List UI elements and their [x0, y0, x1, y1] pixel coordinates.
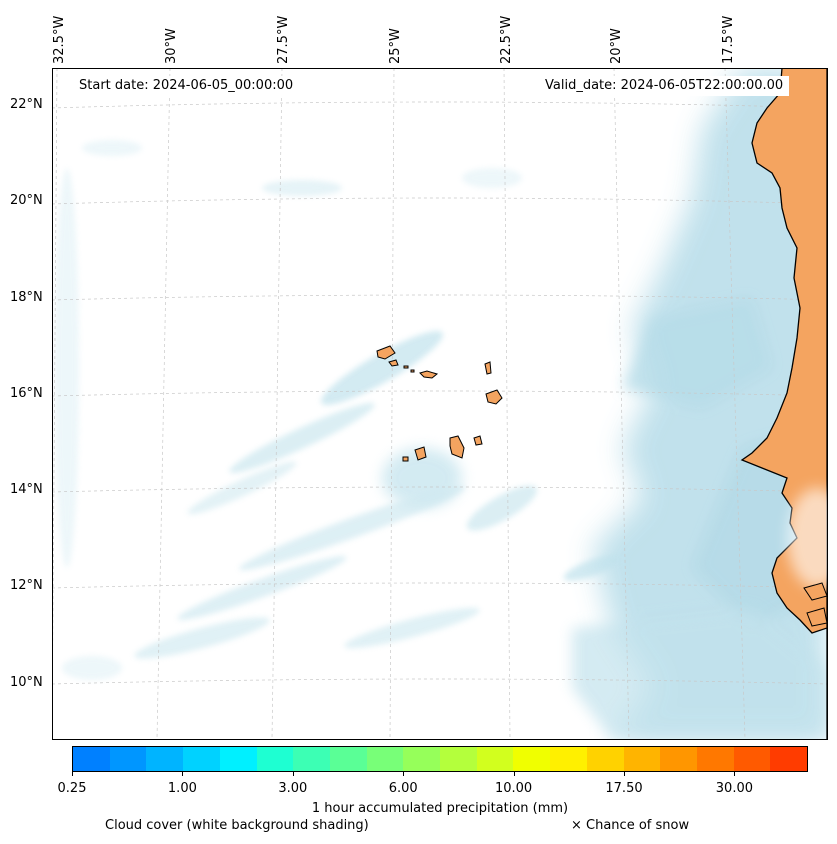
gridlines — [52, 68, 827, 739]
sal-island — [484, 361, 492, 375]
cloud-cover-layer — [55, 68, 827, 739]
sao-vicente-island — [388, 359, 399, 367]
colorbar-tick-label: 17.50 — [605, 781, 643, 796]
colorbar-tick — [513, 772, 515, 776]
colorbar-tick — [292, 772, 294, 776]
lon-label-20w: 20°W — [609, 28, 624, 64]
snow-legend: × Chance of snow — [571, 818, 690, 833]
lat-label-22n: 22°N — [10, 97, 43, 112]
map-canvas — [52, 68, 827, 739]
cloud-cover-legend: Cloud cover (white background shading) — [105, 818, 369, 833]
lat-label-10n: 10°N — [10, 675, 43, 690]
colorbar-title: 1 hour accumulated precipitation (mm) — [311, 801, 569, 816]
fogo-island — [414, 446, 427, 461]
colorbar-segment — [329, 747, 367, 771]
lon-label-25w: 25°W — [388, 28, 403, 64]
lon-label-32-5w: 32.5°W — [52, 15, 67, 64]
santiago-island — [449, 435, 465, 459]
colorbar-segment — [770, 747, 808, 771]
colorbar-tick-label: 0.25 — [57, 781, 87, 796]
colorbar-tick — [182, 772, 184, 776]
colorbar-tick-label: 6.00 — [388, 781, 418, 796]
maio-island — [473, 435, 483, 446]
colorbar-tick-label: 30.00 — [715, 781, 753, 796]
colorbar-segment — [293, 747, 330, 771]
bissagos-island — [803, 582, 827, 601]
colorbar-tick-label: 10.00 — [494, 781, 533, 796]
lat-label-20n: 20°N — [10, 193, 43, 208]
colorbar-segment — [696, 747, 734, 771]
start-date-label: Start date: 2024-06-05_00:00:00 — [73, 76, 300, 96]
valid-date-label: Valid_date: 2024-06-05T22:00:00.00 — [539, 76, 790, 96]
lat-label-18n: 18°N — [10, 290, 43, 305]
colorbar-segment — [183, 747, 220, 771]
bissagos-island-2 — [806, 607, 827, 627]
colorbar-segment — [623, 747, 661, 771]
boa-vista-island — [485, 389, 503, 405]
colorbar-segment — [476, 747, 514, 771]
colorbar-segment — [109, 747, 147, 771]
colorbar-segment — [440, 747, 477, 771]
colorbar-tick — [624, 772, 625, 776]
colorbar-segment — [256, 747, 294, 771]
colorbar-tick — [403, 772, 405, 776]
lon-label-30w: 30°W — [164, 28, 179, 64]
santa-luzia-island — [403, 365, 409, 369]
colorbar-segment — [733, 747, 771, 771]
colorbar-segment — [73, 747, 110, 771]
map-area[interactable] — [52, 68, 827, 739]
colorbar-segment — [146, 747, 184, 771]
cabo-verde-islands — [376, 345, 503, 462]
colorbar-tick-label: 1.00 — [167, 781, 197, 796]
coast-cloud-patch — [787, 488, 827, 588]
colorbar-segment — [219, 747, 257, 771]
brava-island — [402, 456, 409, 462]
colorbar-segment — [513, 747, 551, 771]
lat-label-16n: 16°N — [10, 386, 43, 401]
lat-label-12n: 12°N — [10, 578, 43, 593]
lon-label-22-5w: 22.5°W — [499, 15, 514, 64]
colorbar-segment — [586, 747, 624, 771]
colorbar-tick — [734, 772, 736, 776]
lat-label-14n: 14°N — [10, 482, 43, 497]
colorbar-segment — [660, 747, 697, 771]
colorbar-segment — [366, 747, 404, 771]
small-island — [410, 369, 415, 373]
lon-label-17-5w: 17.5°W — [721, 15, 736, 64]
santo-antao-island — [376, 345, 396, 360]
colorbar-tick-label: 3.00 — [278, 781, 308, 796]
sao-nicolau-island — [419, 370, 439, 379]
precipitation-colorbar — [72, 746, 808, 772]
colorbar-segment — [403, 747, 441, 771]
colorbar-tick — [72, 772, 73, 776]
lon-label-27-5w: 27.5°W — [276, 15, 291, 64]
colorbar-segment — [550, 747, 587, 771]
